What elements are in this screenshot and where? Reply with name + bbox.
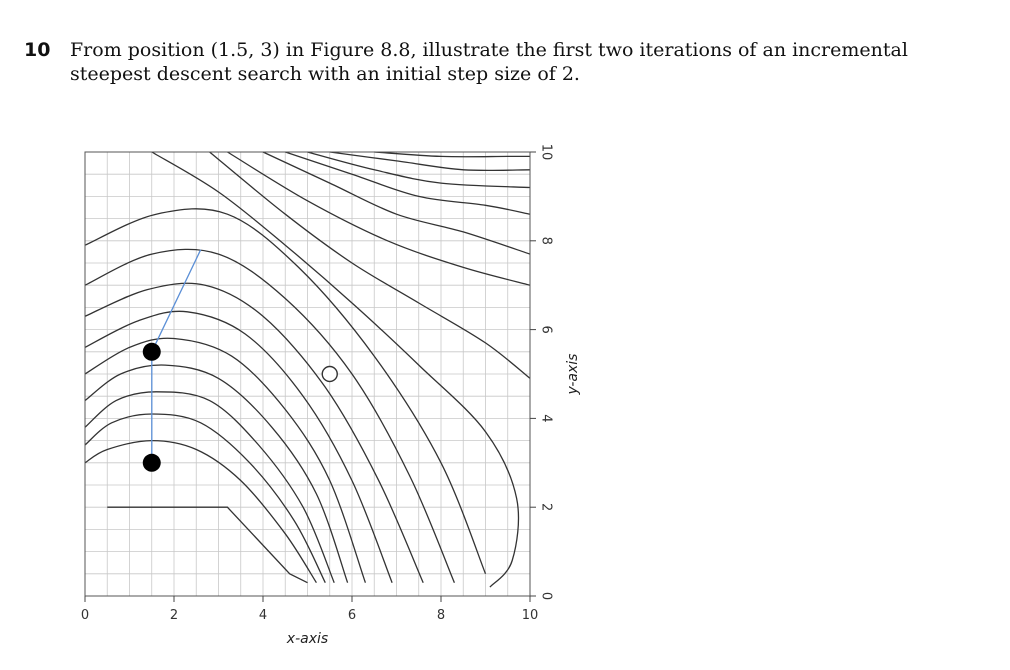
y-axis-label: y-axis — [565, 354, 581, 396]
contour-lines — [84, 151, 531, 588]
contour-line — [107, 506, 308, 584]
contour-line — [262, 151, 531, 255]
x-tick-label: 0 — [81, 608, 89, 623]
search-point — [142, 342, 161, 361]
contour-line — [84, 248, 455, 583]
y-tick-label: 0 — [539, 592, 554, 600]
question-number: 10 — [24, 39, 51, 61]
x-tick-label: 2 — [170, 608, 178, 623]
contour-line — [151, 151, 520, 588]
x-tick-label: 8 — [437, 608, 445, 623]
y-tick-label: 4 — [539, 414, 554, 422]
contour-line — [84, 391, 335, 583]
x-tick-label: 10 — [522, 608, 539, 623]
contour-line — [227, 151, 531, 286]
contour-line — [84, 364, 349, 583]
contour-line — [84, 439, 317, 584]
contour-line — [329, 151, 531, 172]
question-text: From position (1.5, 3) in Figure 8.8, il… — [70, 39, 908, 85]
contour-line — [374, 151, 530, 158]
y-tick-label: 2 — [539, 503, 554, 511]
contour-line — [209, 151, 531, 379]
y-tick-label: 6 — [539, 325, 554, 333]
minimum-marker — [321, 365, 338, 383]
contour-line — [84, 282, 424, 583]
x-tick-label: 4 — [259, 608, 267, 623]
x-axis-label: x-axis — [286, 631, 328, 647]
y-tick-label: 10 — [539, 144, 554, 161]
contour-line — [307, 151, 531, 189]
y-tick-label: 8 — [539, 237, 554, 245]
contour-line — [84, 337, 367, 583]
contour-line — [285, 151, 531, 215]
x-tick-label: 6 — [348, 608, 356, 623]
contour-line — [84, 413, 326, 583]
plot-frame — [84, 151, 531, 597]
contour-line — [84, 208, 487, 575]
search-point — [142, 453, 161, 472]
annotations — [142, 249, 338, 472]
contour-line — [84, 310, 393, 583]
